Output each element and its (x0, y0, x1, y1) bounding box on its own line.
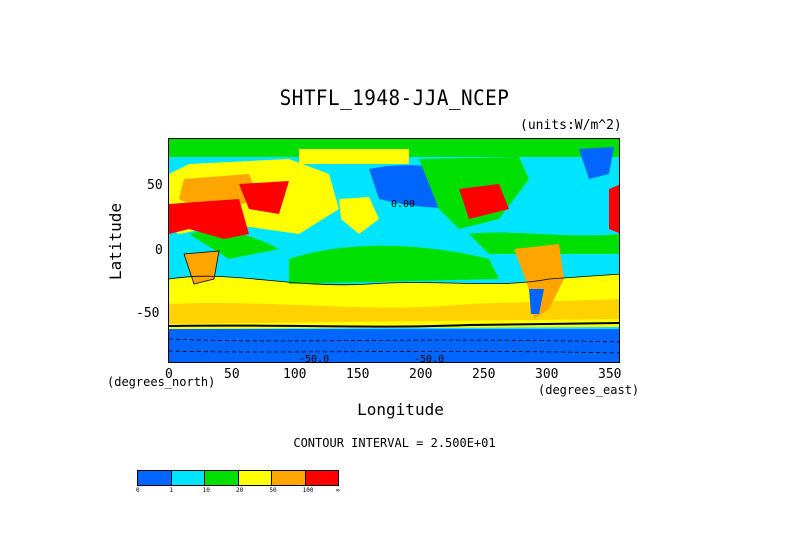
map-contour-label: -50.0 (414, 354, 444, 363)
y-axis-label: Latitude (106, 202, 125, 280)
colorbar (137, 470, 339, 486)
plot-title: SHTFL_1948-JJA_NCEP (279, 86, 510, 110)
x-axis-label: Longitude (357, 400, 444, 419)
y-tick-50: 50 (147, 178, 163, 193)
x-tick-150: 150 (346, 367, 370, 382)
colorbar-label: ∞ (336, 487, 340, 494)
tropical-green-belt (289, 245, 499, 284)
south-america-region (514, 244, 564, 319)
colorbar-segment (138, 471, 172, 485)
contour-interval-text: CONTOUR INTERVAL = 2.500E+01 (293, 436, 496, 450)
antarctic-region (169, 329, 619, 362)
sensible-heat-flux-map: 0.00 -50.0 -50.0 (169, 139, 619, 363)
x-tick-50: 50 (224, 367, 240, 382)
x-tick-100: 100 (283, 367, 307, 382)
x-tick-300: 300 (535, 367, 559, 382)
y-tick-0: 0 (155, 243, 163, 258)
map-contour-label: 0.00 (391, 199, 415, 210)
colorbar-label: 100 (302, 487, 314, 494)
x-tick-250: 250 (472, 367, 496, 382)
map-contour-label: -50.0 (299, 354, 329, 363)
x-units-label: (degrees_east) (538, 383, 640, 397)
x-tick-200: 200 (409, 367, 433, 382)
colorbar-segment (305, 471, 338, 485)
y-units-label: (degrees_north) (107, 375, 216, 389)
x-tick-0: 0 (165, 367, 173, 382)
colorbar-label: 10 (202, 487, 210, 494)
colorbar-label: 20 (236, 487, 244, 494)
units-label: (units:W/m^2) (520, 118, 622, 133)
africa-south (184, 251, 219, 284)
map-plot-area: 0.00 -50.0 -50.0 (168, 138, 620, 363)
colorbar-label: 0 (136, 487, 140, 494)
hot-spot-sahara (169, 199, 249, 239)
colorbar-segment (171, 471, 205, 485)
colorbar-label: 1 (169, 487, 173, 494)
colorbar-segment (272, 471, 306, 485)
colorbar-segment (238, 471, 272, 485)
y-tick-neg50: -50 (136, 306, 160, 321)
colorbar-segment (205, 471, 239, 485)
x-tick-350: 350 (598, 367, 622, 382)
colorbar-label: 50 (269, 487, 277, 494)
